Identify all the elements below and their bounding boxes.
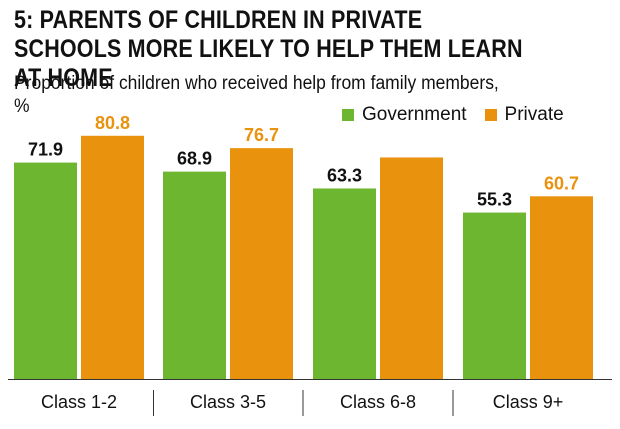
chart-title: 5: PARENTS OF CHILDREN IN PRIVATE SCHOOL… [14, 6, 523, 92]
data-label-private-4: 60.7 [544, 173, 579, 193]
legend-label-private: Private [504, 104, 564, 125]
legend: Government Private [342, 104, 574, 126]
category-label-1: Class 1-2 [41, 392, 117, 412]
legend-item-government: Government [342, 104, 467, 126]
bar-private-4 [530, 196, 593, 379]
data-label-government-3: 63.3 [327, 165, 362, 185]
data-label-private-1: 80.8 [95, 113, 130, 133]
legend-item-private: Private [484, 104, 564, 126]
bar-private-2 [230, 148, 293, 379]
bar-private-1 [81, 135, 144, 379]
bar-government-4 [463, 212, 526, 379]
legend-label-government: Government [362, 104, 467, 125]
category-label-3: Class 6-8 [340, 392, 416, 412]
legend-swatch-government [342, 109, 354, 121]
bar-government-2 [163, 171, 226, 379]
data-label-private-2: 76.7 [244, 125, 279, 145]
data-label-government-1: 71.9 [28, 140, 63, 160]
plot-area: 71.9 80.8 Class 1-2 68.9 76.7 Class 3-5 63.3 Cl… [8, 113, 612, 416]
data-label-government-4: 55.3 [477, 190, 512, 210]
legend-swatch-private [484, 109, 497, 121]
bar-private-3 [380, 157, 443, 379]
chart-subtitle: Proportion of children who received help… [14, 73, 499, 117]
bar-government-3 [313, 188, 376, 379]
category-label-2: Class 3-5 [190, 392, 266, 412]
category-label-4: Class 9+ [493, 392, 564, 412]
bar-government-1 [14, 162, 77, 379]
data-label-government-2: 68.9 [177, 149, 212, 169]
